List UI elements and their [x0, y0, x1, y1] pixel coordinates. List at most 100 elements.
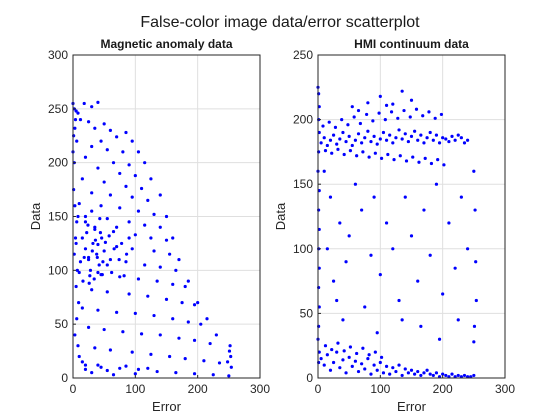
- scatter-point: [183, 284, 187, 289]
- scatter-point: [434, 371, 439, 375]
- scatter-point: [378, 360, 382, 365]
- scatter-point: [416, 279, 420, 283]
- x-tick-label: 200: [188, 382, 208, 396]
- scatter-point: [344, 260, 348, 264]
- scatter-point: [86, 223, 90, 227]
- scatter-point: [118, 171, 122, 176]
- scatter-point: [369, 139, 373, 144]
- scatter-point: [431, 138, 435, 142]
- scatter-point: [379, 156, 384, 160]
- scatter-point: [456, 318, 460, 322]
- scatter-point: [474, 260, 478, 264]
- axes-title: Magnetic anomaly data: [100, 37, 232, 51]
- scatter-point: [80, 306, 84, 310]
- scatter-point: [87, 281, 91, 285]
- scatter-point: [473, 208, 477, 212]
- scatter-point: [75, 220, 79, 224]
- scatter-point: [108, 348, 112, 352]
- scatter-point: [346, 123, 350, 127]
- scatter-point: [384, 364, 389, 368]
- scatter-point: [328, 368, 333, 372]
- scatter-point: [110, 270, 114, 275]
- scatter-point: [336, 147, 340, 151]
- scatter-point: [447, 221, 451, 225]
- scatter-point: [325, 247, 329, 251]
- scatter-point: [146, 198, 150, 202]
- scatter-point: [437, 337, 442, 341]
- scatter-point: [130, 350, 134, 354]
- scatter-point: [356, 369, 361, 374]
- scatter-point: [394, 136, 398, 140]
- plot-area: [318, 55, 505, 378]
- scatter-point: [441, 136, 445, 140]
- scatter-point: [392, 158, 396, 162]
- scatter-point: [117, 257, 121, 262]
- scatter-point: [102, 249, 106, 253]
- scatter-point: [341, 130, 345, 135]
- scatter-point: [228, 344, 232, 348]
- scatter-point: [90, 249, 94, 253]
- scatter-point: [325, 353, 329, 357]
- scatter-point: [416, 138, 420, 142]
- scatter-point: [83, 363, 88, 367]
- scatter-point: [365, 112, 369, 117]
- scatter-point: [444, 373, 448, 378]
- scatter-point: [347, 355, 351, 359]
- scatter-point: [158, 225, 162, 229]
- scatter-point: [444, 137, 448, 141]
- scatter-point: [340, 118, 344, 122]
- scatter-point: [100, 273, 104, 277]
- scatter-point: [171, 236, 175, 240]
- scatter-point: [450, 134, 454, 138]
- scatter-point: [96, 270, 100, 275]
- scatter-point: [336, 341, 340, 345]
- scatter-point: [361, 150, 365, 154]
- scatter-point: [341, 318, 345, 322]
- scatter-point: [105, 263, 109, 267]
- scatter-point: [202, 359, 206, 363]
- scatter-point: [350, 143, 354, 148]
- scatter-point: [384, 221, 389, 225]
- scatter-point: [429, 161, 434, 166]
- scatter-point: [86, 325, 91, 329]
- scatter-point: [111, 373, 116, 377]
- scatter-point: [396, 116, 400, 120]
- scatter-point: [403, 367, 407, 371]
- scatter-point: [149, 352, 153, 356]
- scatter-point: [168, 252, 172, 256]
- scatter-point: [115, 135, 119, 139]
- scatter-point: [196, 301, 200, 305]
- scatter-point: [423, 156, 427, 160]
- scatter-point: [325, 143, 329, 148]
- x-axis-label: Error: [397, 399, 427, 414]
- scatter-point: [328, 138, 333, 142]
- scatter-point: [133, 233, 137, 237]
- scatter-point: [152, 212, 156, 216]
- scatter-point: [466, 247, 470, 251]
- scatter-point: [124, 364, 128, 368]
- scatter-point: [217, 361, 222, 365]
- scatter-point: [404, 159, 409, 163]
- scatter-point: [331, 133, 336, 137]
- scatter-point: [108, 257, 112, 262]
- scatter-point: [363, 305, 367, 309]
- scatter-point: [121, 330, 125, 334]
- y-axis-label: Data: [28, 202, 43, 230]
- scatter-point: [174, 371, 178, 375]
- scatter-point: [403, 195, 407, 199]
- scatter-point: [366, 129, 370, 133]
- scatter-point: [431, 373, 435, 378]
- scatter-point: [466, 138, 470, 142]
- scatter-point: [77, 201, 81, 206]
- scatter-point: [130, 247, 134, 251]
- scatter-point: [319, 141, 323, 145]
- scatter-point: [96, 308, 100, 312]
- scatter-point: [414, 107, 419, 111]
- scatter-point: [227, 349, 232, 353]
- scatter-point: [474, 298, 478, 303]
- scatter-point: [330, 347, 334, 352]
- scatter-point: [428, 130, 432, 135]
- scatter-point: [342, 349, 346, 353]
- scatter-point: [75, 317, 79, 321]
- scatter-point: [335, 142, 339, 146]
